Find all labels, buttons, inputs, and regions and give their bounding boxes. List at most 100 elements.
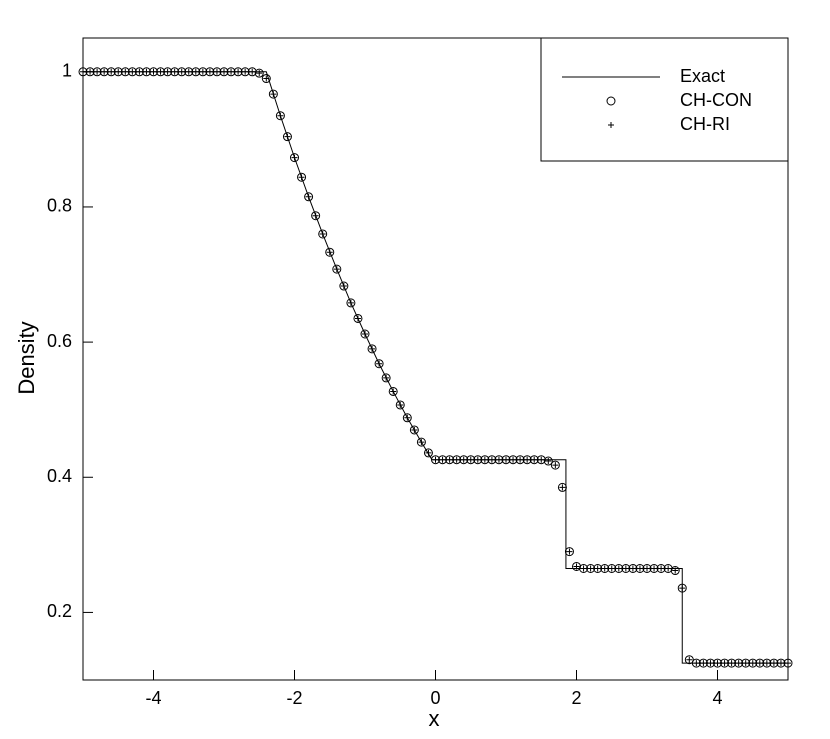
- plus-marker: [199, 68, 206, 75]
- x-tick-label: 0: [430, 688, 440, 708]
- circle-marker: [304, 192, 314, 202]
- circle-marker: [120, 67, 130, 77]
- circle-marker: [198, 67, 208, 77]
- plus-marker: [545, 458, 552, 465]
- plus-marker: [446, 456, 453, 463]
- circle-marker: [416, 437, 426, 447]
- circle-marker: [332, 264, 342, 274]
- circle-marker: [543, 456, 553, 466]
- circle-marker: [395, 400, 405, 410]
- circle-marker: [769, 658, 779, 668]
- plus-marker: [242, 68, 249, 75]
- circle-marker: [99, 67, 109, 77]
- plus-marker: [425, 449, 432, 456]
- circle-marker: [480, 455, 490, 465]
- plus-marker: [94, 68, 101, 75]
- y-tick-label: 0.6: [47, 331, 72, 351]
- circle-marker: [656, 563, 666, 573]
- circle-marker: [579, 563, 589, 573]
- circle-marker: [593, 563, 603, 573]
- plus-marker: [474, 456, 481, 463]
- circle-marker: [388, 386, 398, 396]
- legend-label: CH-CON: [680, 90, 752, 110]
- circle-marker: [536, 455, 546, 465]
- circle-marker: [698, 658, 708, 668]
- circle-marker: [254, 68, 264, 78]
- plus-marker: [347, 299, 354, 306]
- plus-marker: [312, 212, 319, 219]
- plus-marker: [686, 656, 693, 663]
- circle-marker: [92, 67, 102, 77]
- circle-marker: [720, 658, 730, 668]
- circle-marker: [163, 67, 173, 77]
- circle-marker: [149, 67, 158, 77]
- plus-marker: [601, 565, 608, 572]
- circle-marker: [783, 658, 793, 668]
- plus-marker: [277, 112, 284, 119]
- circle-marker: [141, 67, 151, 77]
- legend-label: Exact: [680, 66, 725, 86]
- plus-marker: [587, 565, 594, 572]
- x-tick-label: -2: [286, 688, 302, 708]
- plus-marker: [80, 68, 86, 75]
- circle-marker: [713, 658, 722, 668]
- plus-marker: [376, 360, 383, 367]
- circle-marker: [409, 425, 419, 435]
- plus-marker: [510, 456, 517, 463]
- plus-marker: [390, 388, 397, 395]
- y-tick-label: 0.8: [47, 196, 72, 216]
- plus-marker: [693, 660, 700, 667]
- plus-marker: [517, 456, 524, 463]
- plus-marker: [531, 456, 538, 463]
- plus-marker: [404, 414, 411, 421]
- plus-marker: [453, 456, 460, 463]
- circle-marker: [282, 132, 292, 142]
- circle-marker: [684, 655, 694, 665]
- plus-marker: [495, 456, 502, 463]
- circle-marker: [628, 563, 638, 573]
- circle-marker: [127, 67, 137, 77]
- circle-marker: [776, 658, 786, 668]
- circle-marker: [670, 566, 680, 576]
- circle-marker: [423, 448, 433, 458]
- circle-marker: [78, 67, 88, 77]
- plus-marker: [721, 660, 728, 667]
- circle-marker: [275, 111, 285, 121]
- plus-marker: [503, 456, 509, 463]
- y-axis-label: Density: [14, 321, 39, 394]
- legend-plus: [608, 122, 614, 128]
- legend-label: CH-RI: [680, 114, 730, 134]
- plus-marker: [235, 68, 242, 75]
- plus-marker: [488, 456, 495, 463]
- plus-marker: [129, 68, 136, 75]
- circle-marker: [642, 563, 652, 573]
- plus-marker: [418, 439, 425, 446]
- plus-marker: [333, 266, 340, 273]
- circle-marker: [445, 455, 455, 465]
- plus-marker: [735, 660, 742, 667]
- circle-marker: [205, 67, 215, 77]
- plus-marker: [178, 68, 185, 75]
- plus-marker: [608, 565, 615, 572]
- plus-marker: [573, 563, 580, 570]
- circle-marker: [339, 281, 349, 291]
- plus-marker: [256, 70, 263, 77]
- plus-marker: [397, 401, 404, 408]
- circle-marker: [529, 455, 539, 465]
- circle-marker: [755, 658, 765, 668]
- circle-marker: [106, 67, 116, 77]
- circle-marker: [586, 563, 596, 573]
- circle-marker: [381, 373, 391, 383]
- plus-marker: [122, 68, 129, 75]
- circle-marker: [600, 563, 610, 573]
- circle-marker: [508, 455, 518, 465]
- plus-marker: [383, 374, 390, 381]
- circle-marker: [360, 329, 370, 339]
- circle-marker: [318, 229, 328, 239]
- circle-marker: [607, 563, 617, 573]
- x-axis-label: x: [429, 706, 440, 731]
- plus-marker: [700, 660, 707, 667]
- circle-marker: [297, 172, 307, 182]
- circle-marker: [550, 460, 560, 470]
- plus-marker: [326, 249, 333, 256]
